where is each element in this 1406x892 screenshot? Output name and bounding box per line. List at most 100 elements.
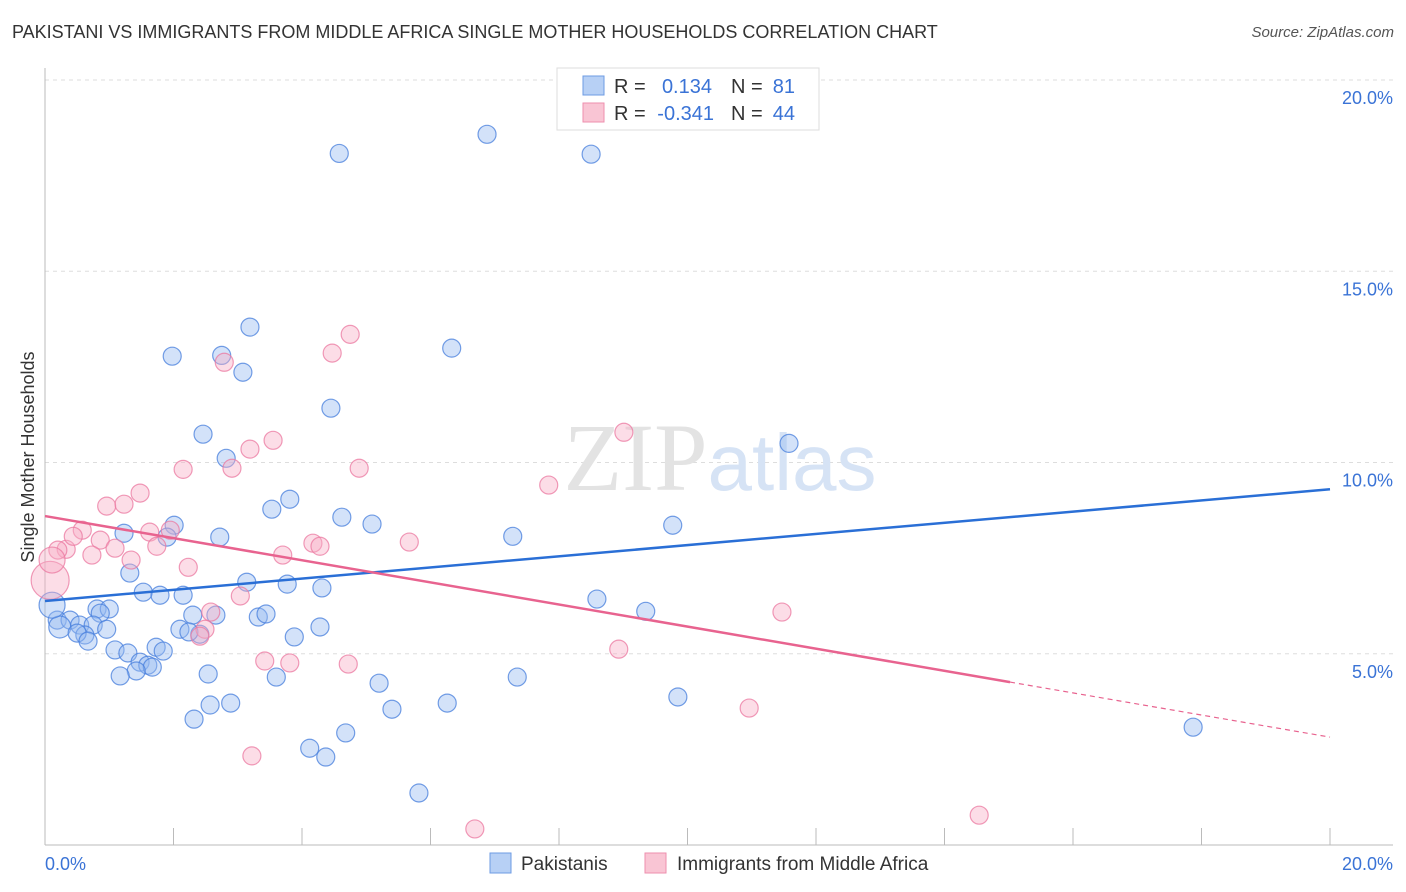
point-middle-africa: [190, 626, 210, 646]
point-pakistanis: [193, 424, 213, 444]
point-pakistanis: [663, 515, 683, 535]
legend-n-value: 44: [773, 103, 795, 125]
point-middle-africa: [130, 483, 150, 503]
legend-series: Pakistanis Immigrants from Middle Africa: [489, 852, 929, 875]
legend-swatch-middle-africa: [644, 852, 667, 874]
point-pakistanis: [179, 622, 199, 642]
legend-label-middle-africa: Immigrants from Middle Africa: [677, 854, 929, 875]
point-pakistanis: [240, 317, 260, 337]
legend-r-label: R =: [614, 103, 646, 125]
point-pakistanis: [233, 362, 253, 382]
point-pakistanis: [210, 527, 230, 547]
point-middle-africa: [82, 545, 102, 565]
point-pakistanis: [503, 526, 523, 546]
trend-line-extension: [1009, 681, 1331, 738]
point-pakistanis: [280, 489, 300, 509]
point-middle-africa: [63, 526, 83, 546]
point-middle-africa: [338, 654, 358, 674]
point-middle-africa: [465, 819, 485, 839]
point-pakistanis: [312, 578, 332, 598]
legend-swatch-blue: [582, 75, 605, 96]
point-pakistanis: [162, 346, 182, 366]
x-tick-label-max: 20.0%: [1342, 854, 1393, 874]
legend-swatch-pink: [582, 102, 605, 123]
point-pakistanis: [67, 623, 87, 643]
point-pakistanis: [332, 507, 352, 527]
watermark-zip: ZIP: [564, 404, 708, 511]
y-axis-label: Single Mother Households: [18, 351, 38, 562]
trend-line-pakistanis: [44, 488, 1331, 603]
x-ticks: [173, 828, 1331, 845]
source-label: Source: ZipAtlas.com: [1251, 24, 1394, 41]
point-middle-africa: [222, 458, 242, 478]
point-pakistanis: [668, 687, 688, 707]
point-pakistanis: [256, 604, 276, 624]
point-pakistanis: [48, 615, 72, 639]
point-middle-africa: [147, 536, 167, 556]
point-middle-africa: [969, 805, 989, 825]
y-tick-label: 10.0%: [1342, 471, 1393, 491]
point-pakistanis: [779, 433, 799, 453]
point-pakistanis: [183, 605, 203, 625]
point-middle-africa: [340, 324, 360, 344]
point-pakistanis: [507, 667, 527, 687]
x-tick-label-min: 0.0%: [45, 854, 86, 874]
point-pakistanis: [587, 589, 607, 609]
point-pakistanis: [321, 398, 341, 418]
legend-r-value: 0.134: [662, 76, 712, 98]
point-pakistanis: [150, 585, 170, 605]
point-middle-africa: [97, 496, 117, 516]
point-pakistanis: [362, 514, 382, 534]
watermark: ZIPatlas: [564, 404, 877, 511]
point-middle-africa: [280, 653, 300, 673]
y-tick-label: 15.0%: [1342, 279, 1393, 299]
y-tick-label: 5.0%: [1352, 662, 1393, 682]
point-middle-africa: [539, 475, 559, 495]
point-pakistanis: [382, 699, 402, 719]
trend-lines: [44, 488, 1331, 738]
point-pakistanis: [442, 338, 462, 358]
legend-n-value: 81: [773, 76, 795, 98]
point-pakistanis: [266, 667, 286, 687]
point-middle-africa: [310, 536, 330, 556]
point-pakistanis: [409, 783, 429, 803]
point-middle-africa: [38, 546, 66, 574]
point-middle-africa: [114, 494, 134, 514]
point-middle-africa: [263, 430, 283, 450]
point-middle-africa: [739, 698, 759, 718]
legend-label-pakistanis: Pakistanis: [521, 854, 608, 875]
point-pakistanis: [110, 666, 130, 686]
point-pakistanis: [1183, 717, 1203, 737]
point-pakistanis: [437, 693, 457, 713]
point-pakistanis: [206, 605, 226, 625]
point-middle-africa: [399, 532, 419, 552]
point-middle-africa: [105, 538, 125, 558]
point-middle-africa: [230, 586, 250, 606]
point-middle-africa: [609, 639, 629, 659]
point-middle-africa: [121, 550, 141, 570]
point-pakistanis: [173, 585, 193, 605]
point-pakistanis: [184, 709, 204, 729]
trend-line-middle-africa: [44, 514, 1011, 684]
legend-r-value: -0.341: [657, 103, 714, 125]
point-pakistanis: [477, 124, 497, 144]
point-middle-africa: [322, 343, 342, 363]
point-middle-africa: [240, 439, 260, 459]
legend-n-label: N =: [731, 76, 763, 98]
point-pakistanis: [216, 448, 236, 468]
point-middle-africa: [201, 602, 221, 622]
point-middle-africa: [214, 352, 234, 372]
point-pakistanis: [581, 144, 601, 164]
point-pakistanis: [336, 723, 356, 743]
point-pakistanis: [329, 143, 349, 164]
point-pakistanis: [198, 664, 218, 684]
point-pakistanis: [142, 657, 162, 677]
point-middle-africa: [614, 422, 634, 442]
point-middle-africa: [772, 602, 792, 622]
point-pakistanis: [200, 695, 220, 715]
point-pakistanis: [97, 619, 117, 639]
point-middle-africa: [160, 520, 180, 540]
points: [30, 124, 1203, 839]
point-middle-africa: [90, 530, 110, 550]
